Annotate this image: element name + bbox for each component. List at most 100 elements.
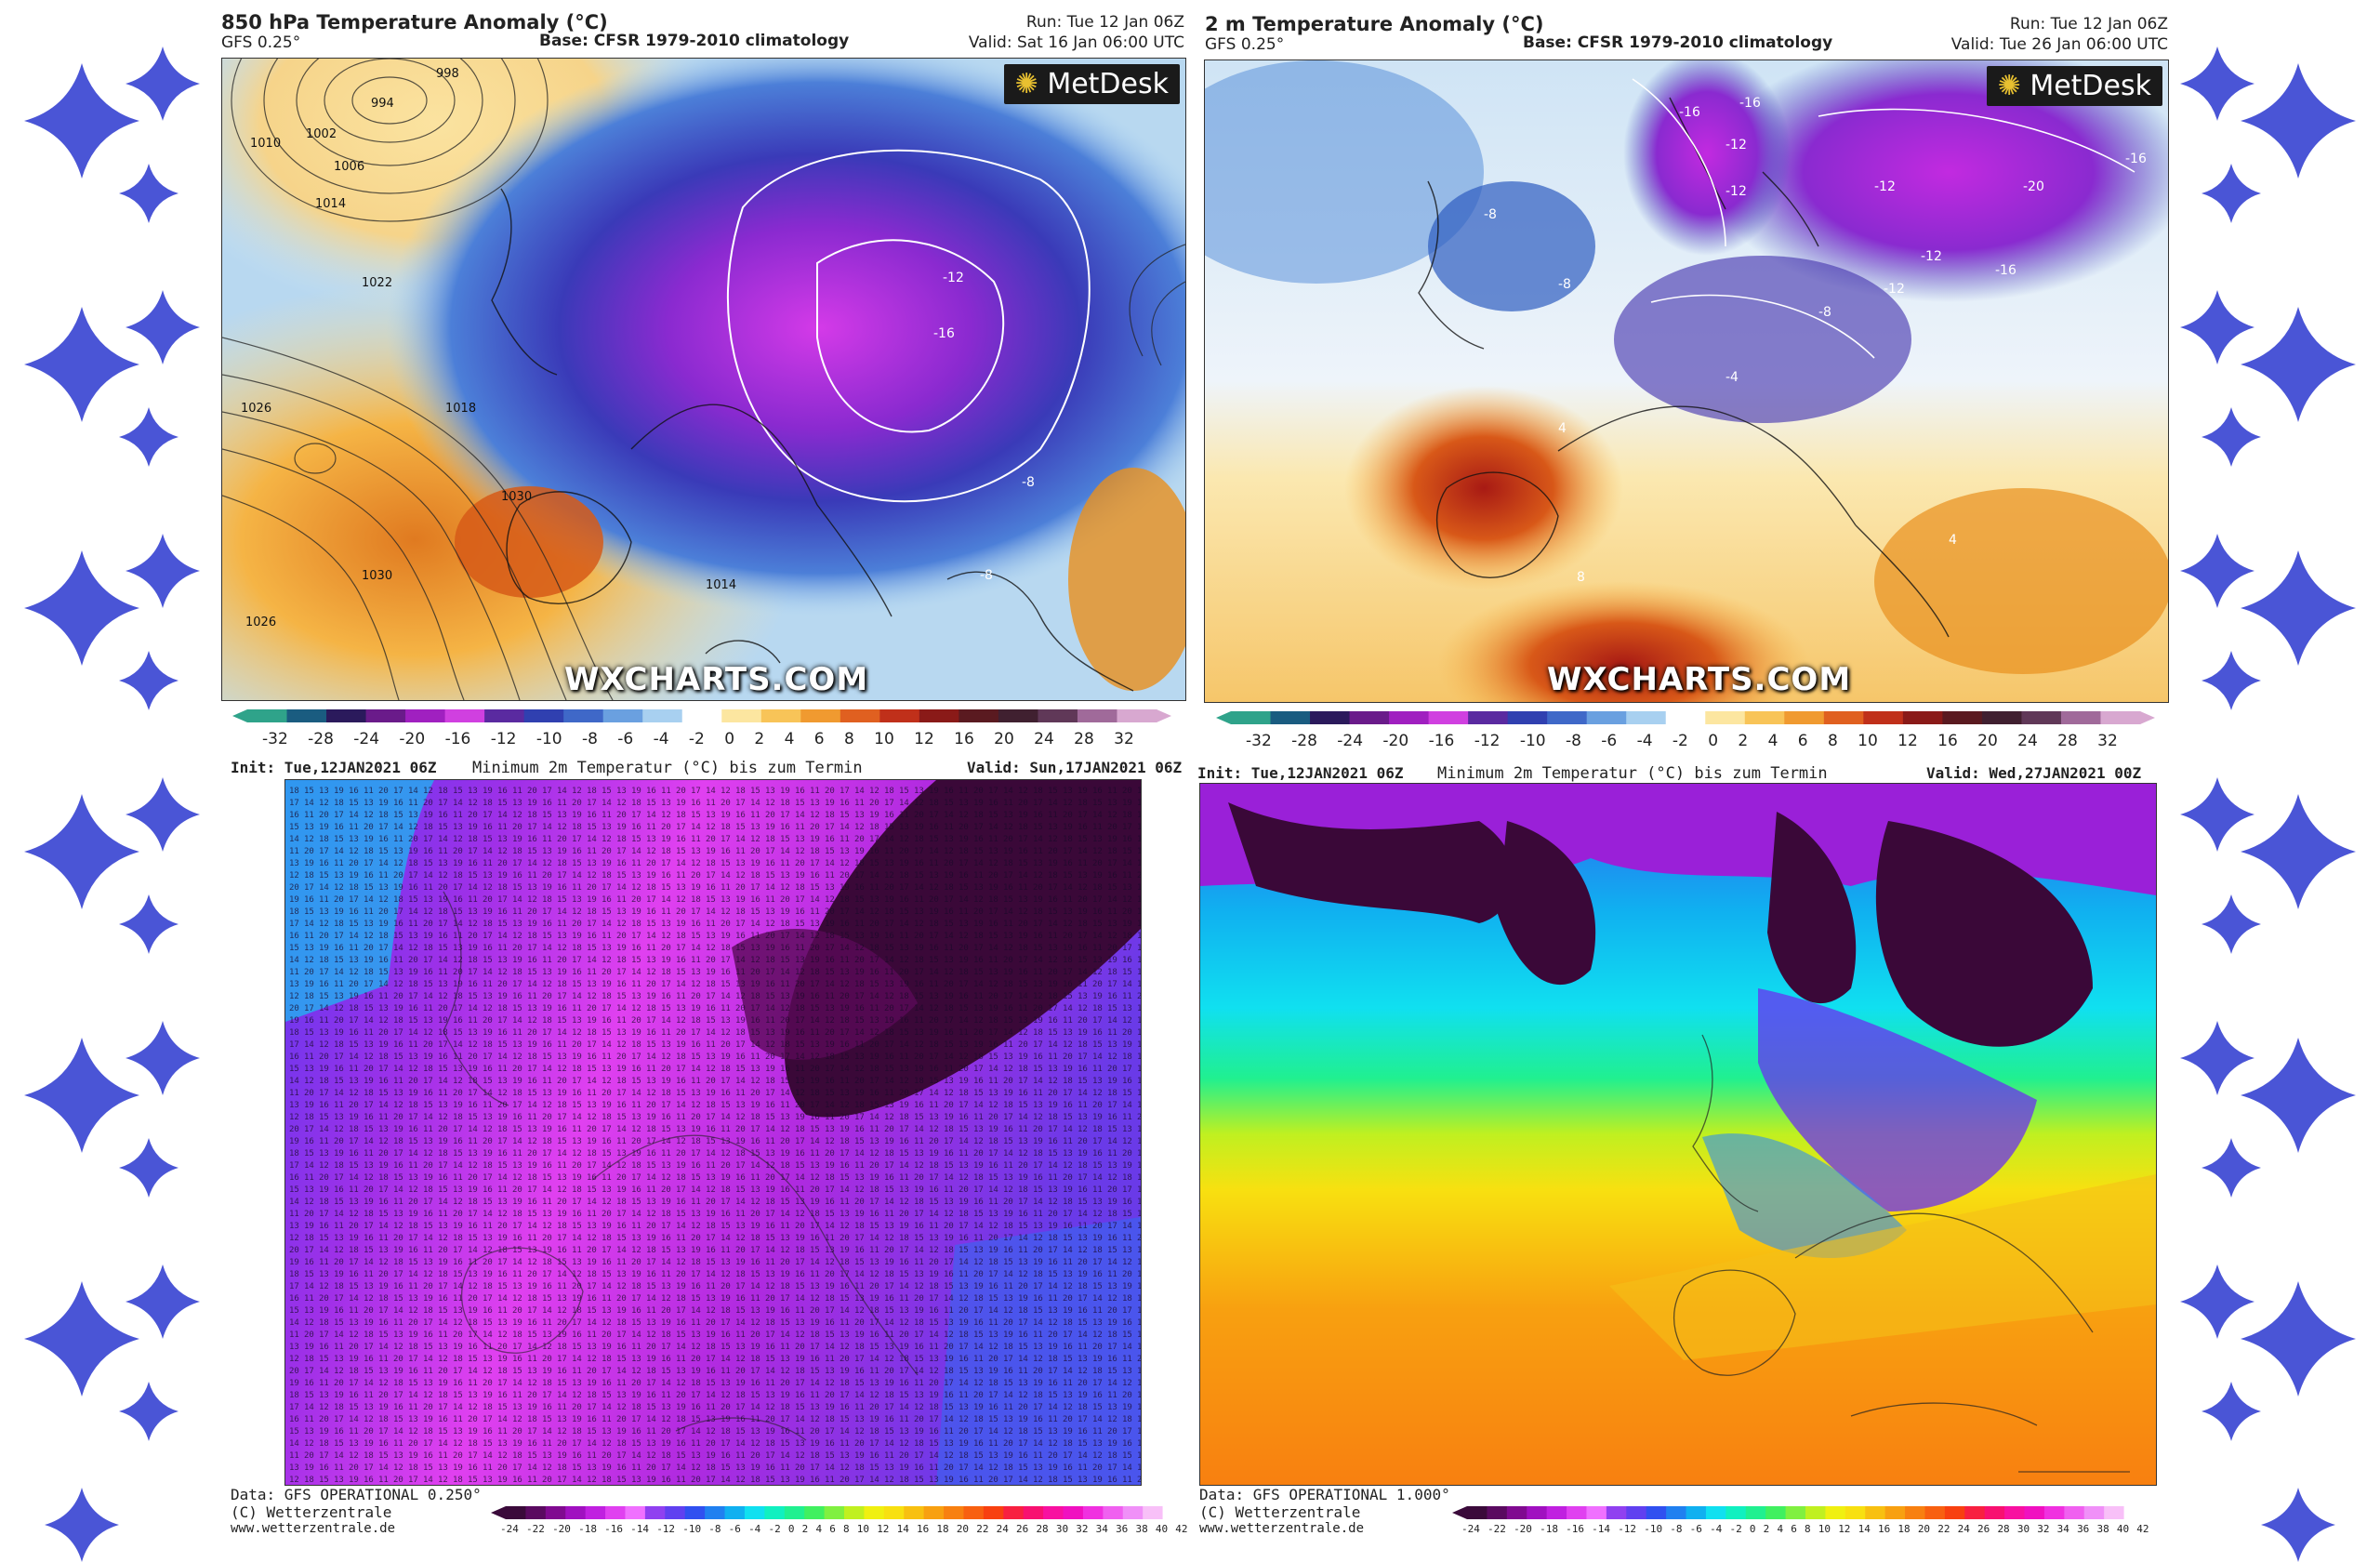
grid-value-texture: 19 [780, 1391, 790, 1400]
grid-value-texture: 20 [676, 1028, 686, 1038]
grid-value-texture: 12 [587, 1476, 597, 1485]
grid-value-texture: 11 [780, 1463, 790, 1473]
grid-value-texture: 15 [780, 1198, 790, 1207]
grid-value-texture: 19 [349, 1476, 359, 1485]
grid-value-texture: 14 [676, 1463, 686, 1473]
grid-value-texture: 19 [795, 1355, 805, 1364]
grid-value-texture: 18 [349, 1367, 359, 1376]
grid-value-texture: 13 [1063, 907, 1073, 917]
grid-value-texture: 16 [1092, 787, 1103, 796]
grid-value-texture: 13 [869, 895, 879, 905]
grid-value-texture: 18 [349, 1004, 359, 1013]
grid-value-texture: 17 [869, 835, 879, 844]
grid-value-texture: 11 [884, 847, 894, 856]
grid-value-texture: 17 [973, 1065, 984, 1074]
colorbar-swatch [1038, 709, 1078, 722]
colorbar-tick-label: 26 [1977, 1523, 1990, 1535]
grid-value-texture: 18 [572, 944, 582, 953]
grid-value-texture: 12 [587, 871, 597, 880]
grid-value-texture: 19 [527, 1403, 537, 1412]
grid-value-texture: 11 [1122, 1476, 1132, 1485]
grid-value-texture: 16 [780, 1065, 790, 1074]
grid-value-texture: 11 [810, 1270, 820, 1279]
grid-value-texture: 19 [393, 1004, 403, 1013]
grid-value-texture: 19 [334, 1391, 344, 1400]
grid-value-texture: 16 [825, 956, 835, 965]
grid-value-texture: 18 [527, 1052, 537, 1062]
grid-value-texture: 20 [393, 1234, 403, 1243]
grid-value-texture: 20 [795, 859, 805, 868]
grid-value-texture: 17 [1092, 1016, 1103, 1026]
grid-value-texture: 16 [899, 1258, 909, 1267]
grid-value-texture: 15 [542, 1052, 552, 1062]
grid-value-texture: 20 [721, 799, 731, 808]
grid-value-texture: 14 [393, 1185, 403, 1195]
grid-value-texture: 18 [810, 1210, 820, 1219]
grid-value-texture: 13 [1137, 1210, 1141, 1219]
grid-value-texture: 15 [899, 1028, 909, 1038]
grid-value-texture: 12 [1018, 1270, 1028, 1279]
grid-value-texture: 15 [468, 1234, 478, 1243]
grid-value-texture: 15 [973, 1330, 984, 1340]
grid-value-texture: 17 [438, 1282, 448, 1291]
grid-value-texture: 20 [453, 1330, 463, 1340]
grid-value-texture: 17 [557, 1476, 567, 1485]
grid-value-texture: 17 [929, 1415, 939, 1424]
grid-value-texture: 17 [572, 1198, 582, 1207]
grid-value-texture: 11 [646, 1185, 656, 1195]
grid-value-texture: 19 [676, 920, 686, 929]
grid-value-texture: 11 [914, 1016, 924, 1026]
grid-value-texture: 11 [780, 980, 790, 989]
grid-value-texture: 19 [929, 1270, 939, 1279]
grid-value-texture: 14 [1063, 1246, 1073, 1255]
grid-value-texture: 14 [1137, 823, 1141, 832]
grid-value-texture: 20 [884, 1367, 894, 1376]
grid-value-texture: 18 [735, 1028, 746, 1038]
grid-value-texture: 16 [869, 1330, 879, 1340]
grid-value-texture: 17 [765, 1089, 775, 1098]
sparkle-icon [119, 1382, 178, 1441]
panel-title: Minimum 2m Temperatur (°C) bis zum Termi… [472, 759, 863, 777]
grid-value-texture: 17 [810, 980, 820, 989]
grid-value-texture: 20 [468, 1052, 478, 1062]
grid-value-texture: 14 [854, 1149, 865, 1158]
grid-value-texture: 18 [572, 823, 582, 832]
grid-value-texture: 16 [497, 1028, 508, 1038]
grid-value-texture: 19 [706, 968, 716, 977]
grid-value-texture: 13 [795, 1198, 805, 1207]
grid-value-texture: 20 [735, 883, 746, 893]
grid-value-texture: 17 [854, 992, 865, 1001]
grid-value-texture: 17 [319, 1089, 329, 1098]
grid-value-texture: 19 [453, 859, 463, 868]
grid-value-texture: 13 [334, 871, 344, 880]
grid-value-texture: 19 [453, 1463, 463, 1473]
grid-value-texture: 19 [616, 944, 627, 953]
grid-value-texture: 11 [483, 980, 493, 989]
grid-value-texture: 17 [1078, 1294, 1088, 1304]
grid-value-texture: 12 [1033, 1113, 1043, 1122]
sparkle-icon [2180, 290, 2254, 364]
grid-value-texture: 18 [721, 1065, 731, 1074]
grid-value-texture: 14 [334, 847, 344, 856]
grid-value-texture: 19 [944, 1113, 954, 1122]
grid-value-texture: 19 [289, 1258, 299, 1267]
grid-value-texture: 11 [1033, 847, 1043, 856]
grid-value-texture: 20 [438, 883, 448, 893]
grid-value-texture: 11 [616, 1016, 627, 1026]
grid-value-texture: 12 [676, 1016, 686, 1026]
grid-value-texture: 19 [854, 1330, 865, 1340]
grid-value-texture: 18 [869, 1427, 879, 1436]
grid-value-texture: 17 [527, 944, 537, 953]
grid-value-texture: 18 [825, 811, 835, 820]
grid-value-texture: 20 [825, 907, 835, 917]
grid-value-texture: 18 [1092, 1246, 1103, 1255]
grid-value-texture: 17 [334, 1173, 344, 1183]
grid-value-texture: 15 [706, 1016, 716, 1026]
colorbar-swatch [840, 709, 880, 722]
grid-value-texture: 11 [691, 835, 701, 844]
grid-value-texture: 14 [438, 1318, 448, 1328]
grid-value-texture: 12 [468, 1282, 478, 1291]
grid-value-texture: 18 [780, 1403, 790, 1412]
grid-value-texture: 16 [557, 1246, 567, 1255]
grid-value-texture: 13 [631, 992, 641, 1001]
